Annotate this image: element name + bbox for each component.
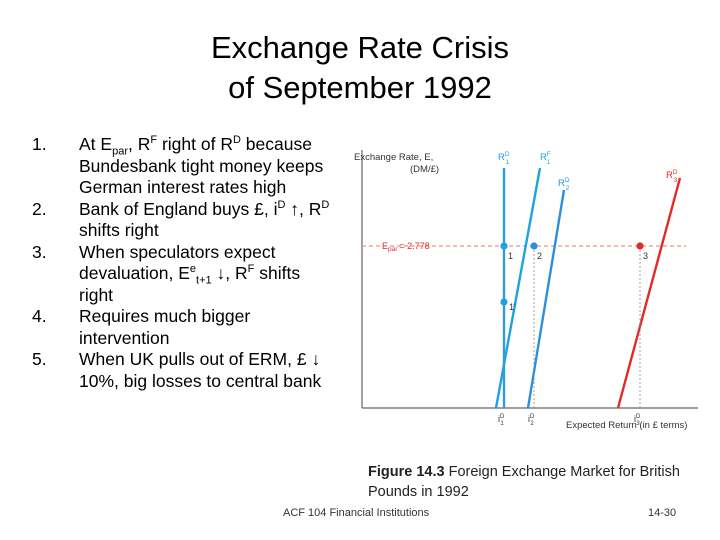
text-run: ↑, R (285, 198, 322, 219)
text-run: shifts right (79, 220, 159, 240)
text-run: ↓, R (211, 263, 248, 283)
rf1-curve (494, 167, 542, 409)
tick-id1: iD 1 (498, 414, 505, 427)
bullet-list: 1. At Epar, RF right of RD because Bundes… (32, 134, 332, 392)
text-run: D (321, 198, 330, 211)
text-run: , R (127, 134, 151, 154)
title-line-1: Exchange Rate Crisis (210, 30, 510, 65)
caption-figure-number: Figure 14.3 (368, 464, 445, 480)
text-run: F (150, 134, 158, 147)
rd3-label: RD 3 (666, 169, 678, 184)
title-line-2: of September 1992 (228, 70, 492, 105)
list-item-number: 2. (32, 198, 47, 219)
rd2-curve (526, 189, 566, 409)
point-2 (530, 242, 538, 250)
list-item: 4. Requires much bigger intervention (32, 306, 332, 349)
rd2-label: RD 2 (558, 177, 570, 192)
page-number: 14-30 (648, 507, 677, 519)
list-item-number: 1. (32, 134, 47, 154)
list-item-text: When speculators expect devaluation, Eet… (79, 242, 300, 305)
text-run: because Bundesbank tight money keeps Ger… (79, 134, 324, 197)
list-item-number: 5. (32, 349, 47, 369)
text-run: F (247, 263, 255, 276)
tick-id3: iD 3 (634, 414, 641, 427)
text-run: shifts right (79, 263, 301, 305)
point-3 (636, 242, 644, 250)
rd3-curve (616, 177, 682, 409)
list-item-number: 3. (32, 241, 47, 262)
forex-diagram: Exchange Rate, E, (DM/£) Expected Return… (354, 150, 698, 431)
list-item: 5. When UK pulls out of ERM, £ ↓ 10%, big… (32, 349, 332, 392)
point-2-label: 2 (537, 251, 542, 261)
y-axis-label-1: Exchange Rate, E, (354, 152, 433, 163)
text-run: When speculators expect devaluation, E (79, 241, 276, 284)
text-run: When UK pulls out of ERM, £ ↓ 10%, big l… (79, 349, 322, 391)
rf1-label: RF 1 (540, 151, 551, 166)
list-item: 1. At Epar, RF right of RD because Bundes… (32, 134, 332, 199)
epar-label: Epar = 2.778 (382, 241, 430, 253)
tick-id2: iD 2 (528, 414, 535, 427)
text-run: At E (79, 134, 113, 154)
text-run: e (189, 263, 197, 276)
list-item-text: At Epar, RF right of RD because Bundesba… (79, 134, 323, 197)
list-item: 2. Bank of England buys £, iD ↑, RD shift… (32, 199, 332, 242)
text-run: Requires much bigger intervention (79, 306, 251, 348)
slide-title: Exchange Rate Crisis of September 1992 (120, 28, 600, 108)
caption-text: Foreign Exchange Market for British Poun… (368, 464, 680, 500)
text-run: D (277, 198, 286, 211)
point-1 (500, 242, 508, 250)
list-item-number: 4. (32, 306, 47, 326)
text-run: par (112, 145, 128, 158)
rd1-label: RD 1 (498, 151, 510, 166)
y-axis-label-2: (DM/£) (410, 164, 439, 175)
point-1-label: 1 (508, 251, 513, 261)
x-axis-label: Expected Return (in £ terms) (566, 420, 687, 431)
list-item-text: Bank of England buys £, iD ↑, RD shifts … (79, 199, 329, 241)
list-item: 3. When speculators expect devaluation, E… (32, 242, 332, 307)
text-run: Bank of England buys £, i (79, 198, 278, 219)
point-3-label: 3 (643, 251, 648, 261)
text-run: right of R (157, 134, 233, 154)
point-1-prime-label: 1' (509, 302, 516, 312)
text-run: D (232, 134, 241, 147)
list-item-text: Requires much bigger intervention (79, 306, 250, 348)
footer-course: ACF 104 Financial Institutions (283, 507, 430, 519)
text-run: t+1 (196, 274, 212, 287)
list-item-text: When UK pulls out of ERM, £ ↓ 10%, big l… (79, 349, 321, 391)
figure-caption: Figure 14.3 Foreign Exchange Market for … (368, 462, 688, 502)
point-1-prime (500, 298, 508, 306)
